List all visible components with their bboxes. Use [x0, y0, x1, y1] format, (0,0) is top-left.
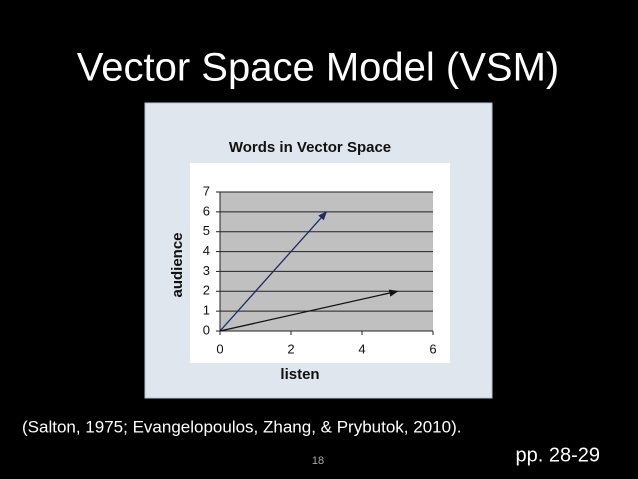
- y-tick-label: 4: [203, 243, 210, 258]
- y-tick-label: 1: [203, 303, 210, 318]
- citation: (Salton, 1975; Evangelopoulos, Zhang, & …: [22, 417, 461, 436]
- y-tick-label: 5: [203, 223, 210, 238]
- y-axis-label: audience: [169, 232, 186, 297]
- page-range: pp. 28-29: [515, 444, 600, 466]
- y-tick-label: 3: [203, 263, 210, 278]
- y-tick-label: 0: [203, 322, 210, 337]
- page-number: 18: [312, 455, 324, 467]
- vector: [219, 211, 328, 332]
- y-tick-label: 7: [203, 183, 210, 198]
- plot: 0 1 2 3 4 5 6 7 0 2 4 6: [203, 183, 437, 356]
- x-tick-label: 6: [429, 341, 436, 356]
- vector: [219, 289, 399, 332]
- x-tick-label: 2: [287, 341, 294, 356]
- y-tick-label: 6: [203, 203, 210, 218]
- plot-area: [220, 192, 433, 331]
- x-axis-label: listen: [280, 366, 319, 383]
- x-tick-label: 0: [216, 341, 223, 356]
- y-tick-label: 2: [203, 283, 210, 298]
- x-tick-label: 4: [358, 341, 365, 356]
- chart-title: Words in Vector Space: [229, 139, 391, 156]
- slide-title: Vector Space Model (VSM): [77, 46, 559, 90]
